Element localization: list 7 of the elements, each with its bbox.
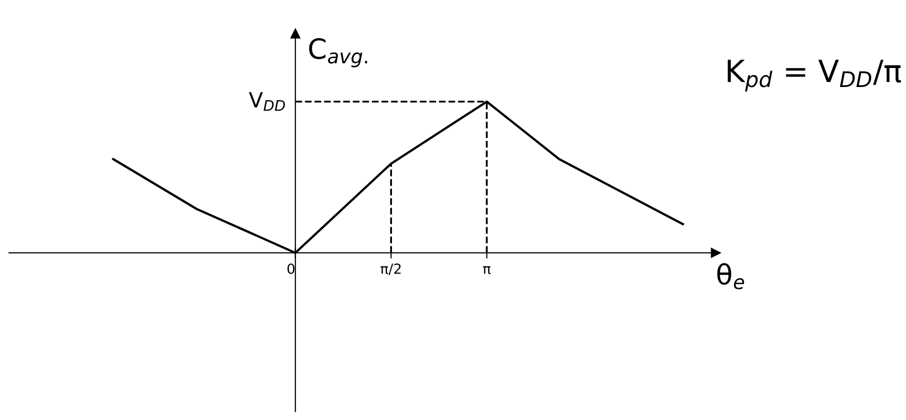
- text: K$_{pd}$ = V$_{DD}$/π: [728, 60, 901, 92]
- x-tick-label: 0: [287, 264, 294, 274]
- x-tick-label: π: [483, 266, 491, 274]
- x-axis-title: θ$_{e}$: [717, 263, 744, 290]
- ref-line-label: V$_{DD}$: [248, 92, 285, 111]
- y-axis-title: C$_{avg.}$: [309, 38, 368, 68]
- x-tick-label: π/2: [380, 264, 401, 276]
